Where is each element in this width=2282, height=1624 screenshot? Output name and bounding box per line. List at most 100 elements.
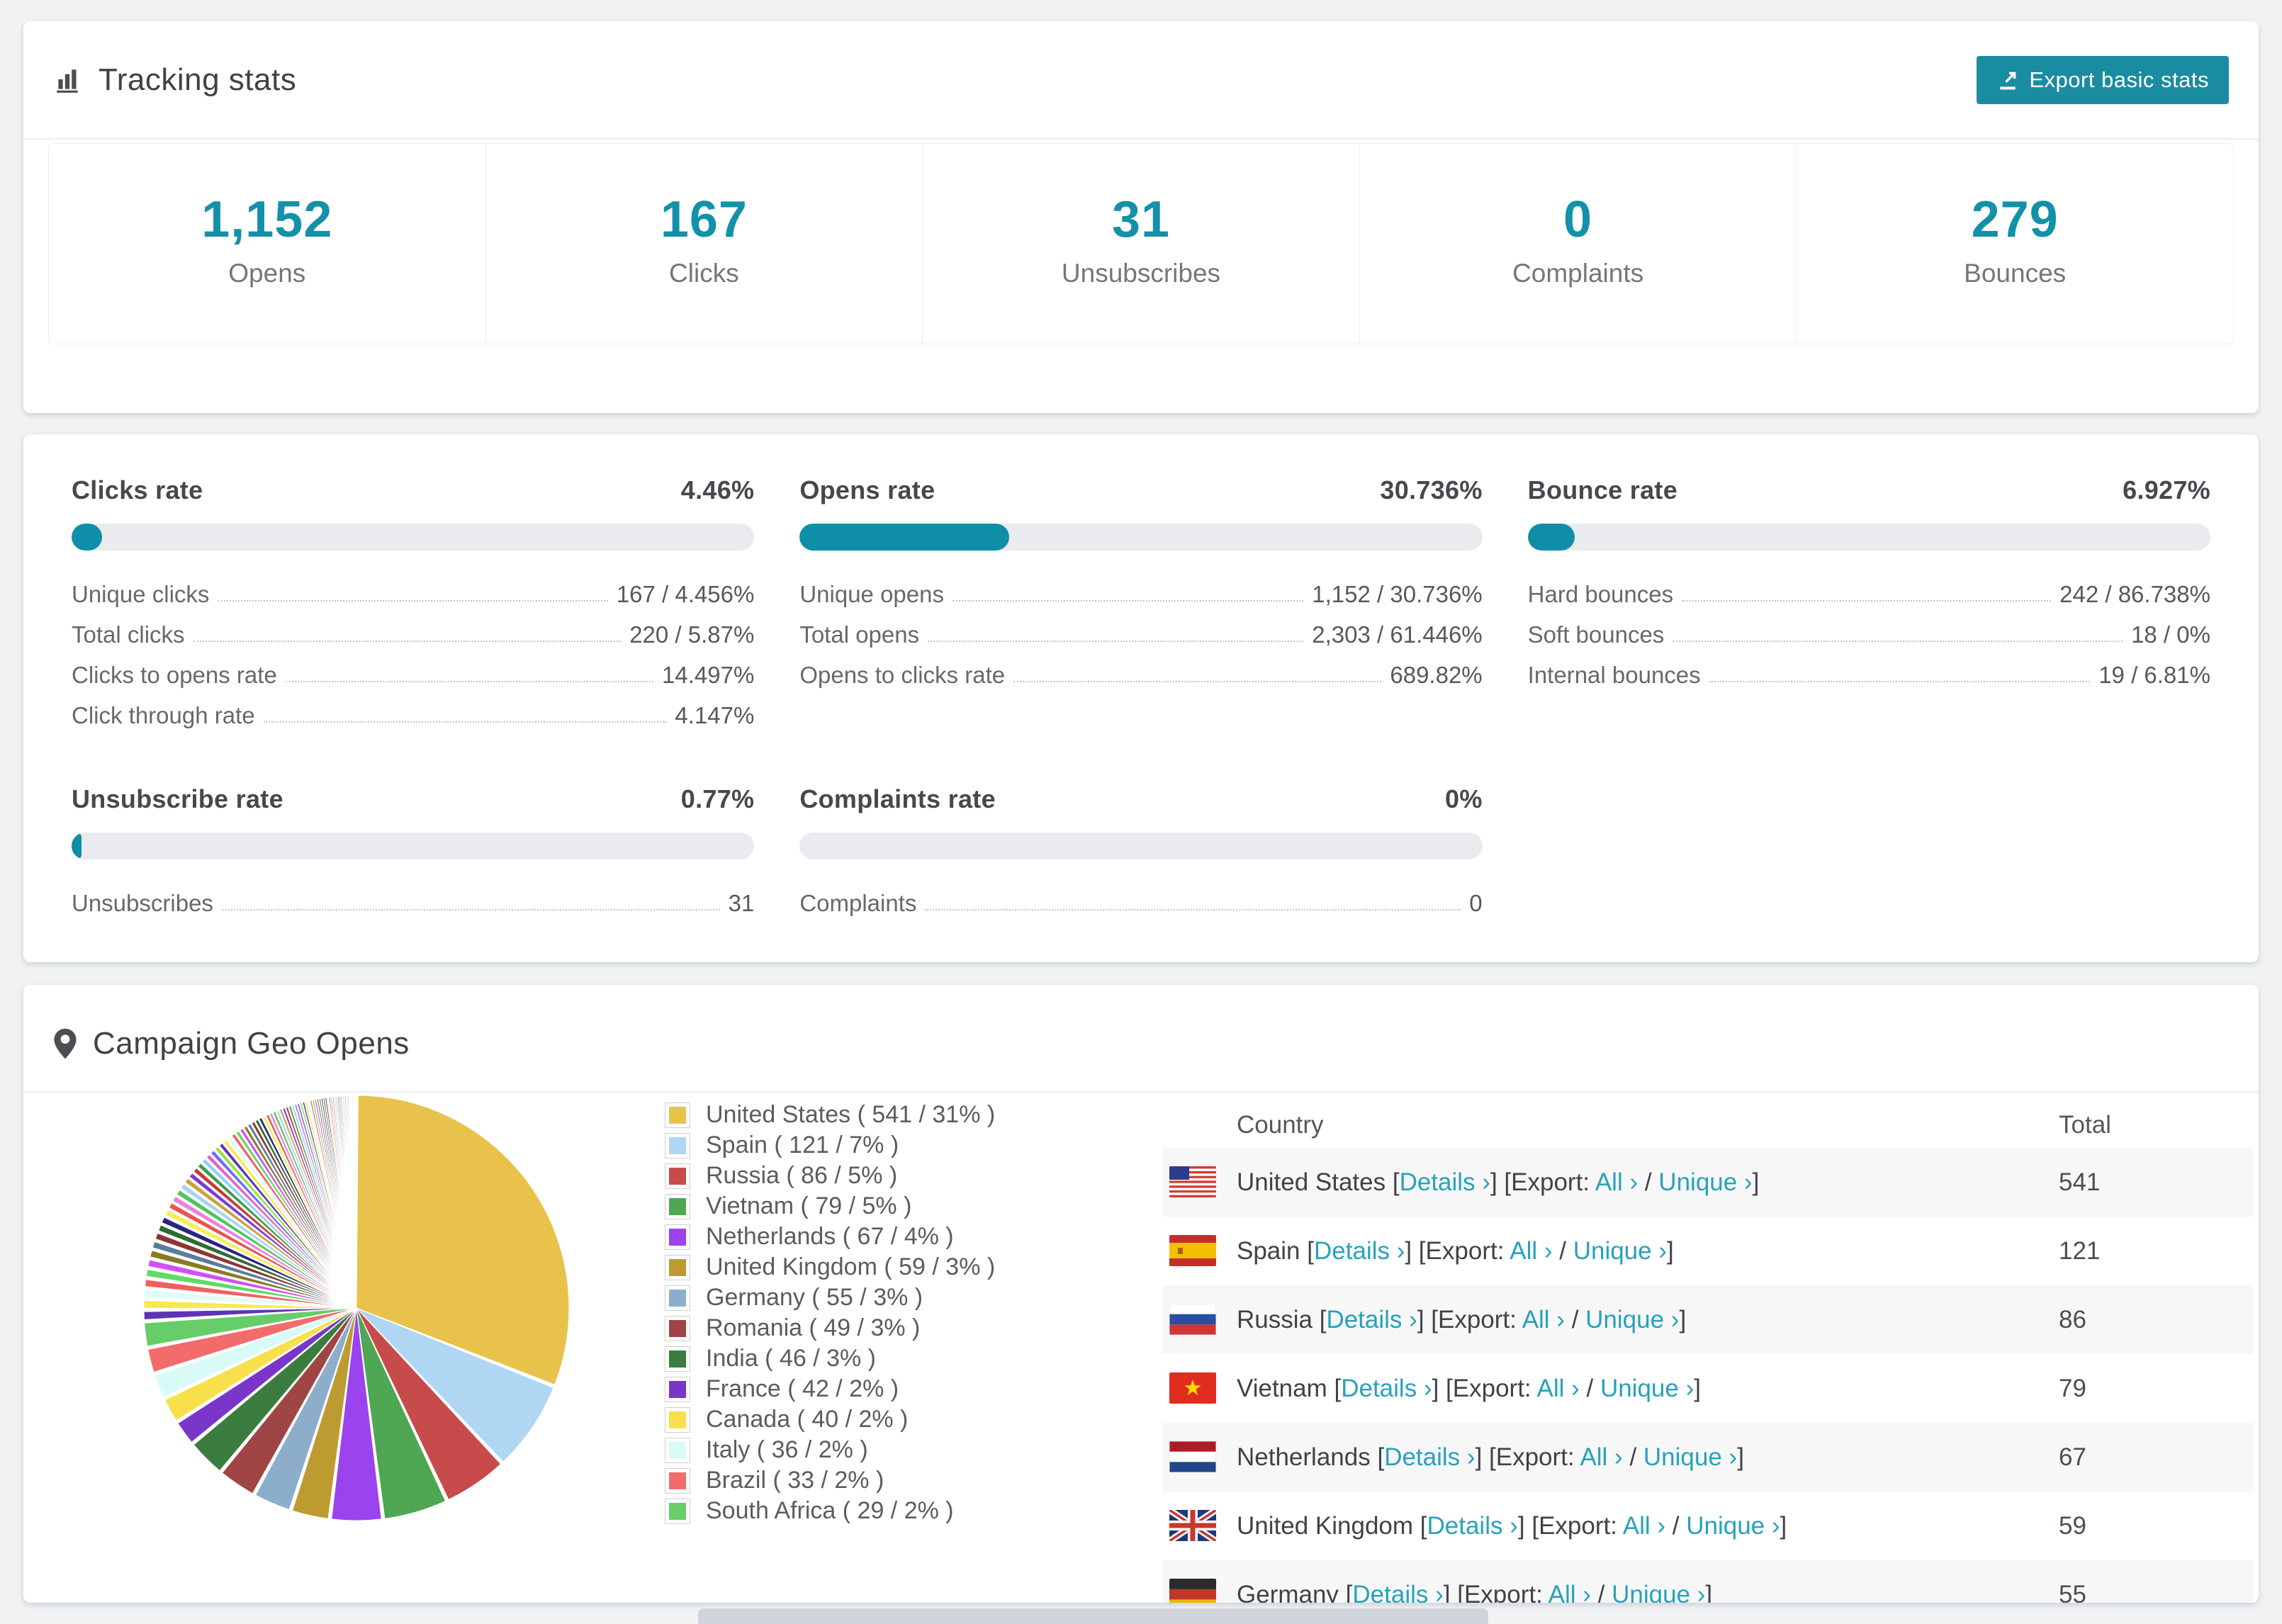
total-cell: 67: [2059, 1443, 2086, 1471]
stat-label: Unsubscribes: [1061, 259, 1221, 288]
geo-content: United States ( 541 / 31% ) Spain ( 121 …: [23, 1091, 2259, 1603]
export-unique-link[interactable]: Unique ›: [1612, 1580, 1706, 1603]
export-all-link[interactable]: All ›: [1522, 1305, 1565, 1333]
legend-item: Germany ( 55 / 3% ): [665, 1282, 995, 1313]
pie-slice: [356, 1307, 502, 1501]
progress-bar-fill: [72, 524, 102, 551]
stat-label: Clicks: [669, 259, 739, 288]
pie-slice: [239, 1127, 357, 1309]
details-link[interactable]: Details ›: [1399, 1168, 1490, 1196]
metric-label: Unique opens: [799, 581, 944, 607]
metric-row: Click through rate 4.147%: [72, 689, 754, 729]
export-unique-link[interactable]: Unique ›: [1600, 1374, 1694, 1402]
export-all-link[interactable]: All ›: [1622, 1511, 1666, 1540]
export-unique-link[interactable]: Unique ›: [1573, 1236, 1667, 1265]
table-row: United States [Details ›] [Export: All ›…: [1162, 1148, 2254, 1217]
pie-slice: [221, 1307, 357, 1494]
dotted-leader: [925, 909, 1461, 910]
export-basic-stats-button[interactable]: Export basic stats: [1977, 55, 2229, 104]
stat-label: Bounces: [1964, 259, 2067, 288]
details-link[interactable]: Details ›: [1341, 1374, 1432, 1402]
legend-swatch: [665, 1163, 690, 1189]
pie-slice: [304, 1100, 357, 1309]
geo-table-body: United States [Details ›] [Export: All ›…: [1162, 1148, 2254, 1603]
metric-label: Unique clicks: [72, 581, 210, 607]
legend-swatch: [665, 1406, 690, 1433]
rate-title: Bounce rate: [1527, 475, 1678, 504]
export-label: Export:: [1425, 1236, 1505, 1265]
pie-slice: [143, 1299, 357, 1309]
pie-slice: [302, 1101, 357, 1309]
metric-value: 14.497%: [662, 662, 755, 688]
legend-item: Netherlands ( 67 / 4% ): [665, 1222, 995, 1252]
pie-slice: [231, 1133, 357, 1309]
legend-item: Romania ( 49 / 3% ): [665, 1313, 995, 1343]
pie-slice: [314, 1098, 357, 1309]
details-link[interactable]: Details ›: [1326, 1305, 1417, 1333]
pie-slice: [335, 1095, 357, 1309]
metric-label: Complaints: [799, 890, 917, 916]
pie-slice: [299, 1102, 357, 1309]
export-unique-link[interactable]: Unique ›: [1658, 1168, 1753, 1196]
metric-value: 18 / 0%: [2131, 621, 2210, 648]
export-all-link[interactable]: All ›: [1580, 1443, 1623, 1471]
flag-icon-nl: [1169, 1441, 1216, 1472]
rate-detail-rows: Hard bounces 242 / 86.738% Soft bounces …: [1528, 568, 2210, 689]
pie-slice: [227, 1136, 357, 1309]
pie-slice: [337, 1095, 357, 1309]
dotted-leader: [218, 600, 608, 602]
divider: [23, 1091, 2259, 1093]
country-name: United States: [1237, 1168, 1386, 1196]
legend-item: Vietnam ( 79 / 5% ): [665, 1191, 995, 1222]
metric-label: Hard bounces: [1527, 581, 1674, 607]
export-all-link[interactable]: All ›: [1536, 1374, 1580, 1402]
export-all-link[interactable]: All ›: [1510, 1236, 1553, 1265]
details-link[interactable]: Details ›: [1384, 1443, 1476, 1471]
pie-slice: [189, 1172, 357, 1309]
rate-detail-rows: Complaints 0: [799, 876, 1482, 917]
rate-head: Bounce rate 6.927%: [1528, 475, 2210, 505]
table-row: Vietnam [Details ›] [Export: All › / Uni…: [1162, 1354, 2254, 1423]
progress-bar: [1527, 524, 2210, 551]
legend-swatch: [665, 1285, 690, 1311]
legend-swatch: [665, 1437, 690, 1463]
stat-card: 279 Bounces: [1797, 144, 2233, 344]
country-cell: United States [Details ›] [Export: All ›…: [1237, 1168, 1760, 1196]
map-pin-icon: [53, 1028, 77, 1059]
export-all-link[interactable]: All ›: [1548, 1580, 1591, 1603]
legend-label: United States ( 541 / 31% ): [706, 1101, 996, 1128]
total-header: Total: [2059, 1111, 2111, 1139]
details-link[interactable]: Details ›: [1352, 1580, 1444, 1603]
export-all-link[interactable]: All ›: [1595, 1168, 1639, 1196]
pie-slice: [282, 1107, 357, 1309]
legend-item: Italy ( 36 / 2% ): [665, 1435, 995, 1465]
rate-cell: Bounce rate 6.927% Hard bounces 242 / 86…: [1527, 475, 2210, 729]
dotted-leader: [193, 641, 622, 642]
pie-slice: [356, 1307, 446, 1519]
export-unique-link[interactable]: Unique ›: [1585, 1305, 1680, 1333]
export-unique-link[interactable]: Unique ›: [1686, 1511, 1780, 1540]
pie-slice: [285, 1106, 357, 1309]
legend-item: Canada ( 40 / 2% ): [665, 1404, 995, 1435]
horizontal-scrollbar[interactable]: [698, 1608, 1488, 1624]
export-unique-link[interactable]: Unique ›: [1643, 1443, 1738, 1471]
pie-slice: [262, 1115, 357, 1309]
rate-cell: Opens rate 30.736% Unique opens 1,152 / …: [799, 475, 1483, 729]
metric-row: Opens to clicks rate 689.82%: [799, 648, 1482, 689]
legend-swatch: [665, 1102, 690, 1128]
total-cell: 86: [2059, 1305, 2086, 1333]
pie-slice: [332, 1096, 357, 1309]
metric-row: Unique clicks 167 / 4.456%: [72, 568, 754, 608]
metric-row: Hard bounces 242 / 86.738%: [1528, 568, 2210, 608]
country-name: Germany: [1237, 1580, 1339, 1603]
rate-cell: Unsubscribe rate 0.77% Unsubscribes 31: [72, 784, 755, 917]
pie-slice: [251, 1121, 357, 1309]
details-link[interactable]: Details ›: [1313, 1236, 1405, 1265]
divider: [23, 138, 2259, 140]
table-row: Germany [Details ›] [Export: All › / Uni…: [1162, 1560, 2254, 1603]
geo-title: Campaign Geo Opens: [93, 1025, 410, 1061]
dotted-leader: [1709, 681, 2091, 682]
details-link[interactable]: Details ›: [1427, 1511, 1518, 1540]
total-cell: 79: [2059, 1374, 2086, 1402]
rate-cell: Clicks rate 4.46% Unique clicks 167 / 4.…: [72, 475, 755, 729]
